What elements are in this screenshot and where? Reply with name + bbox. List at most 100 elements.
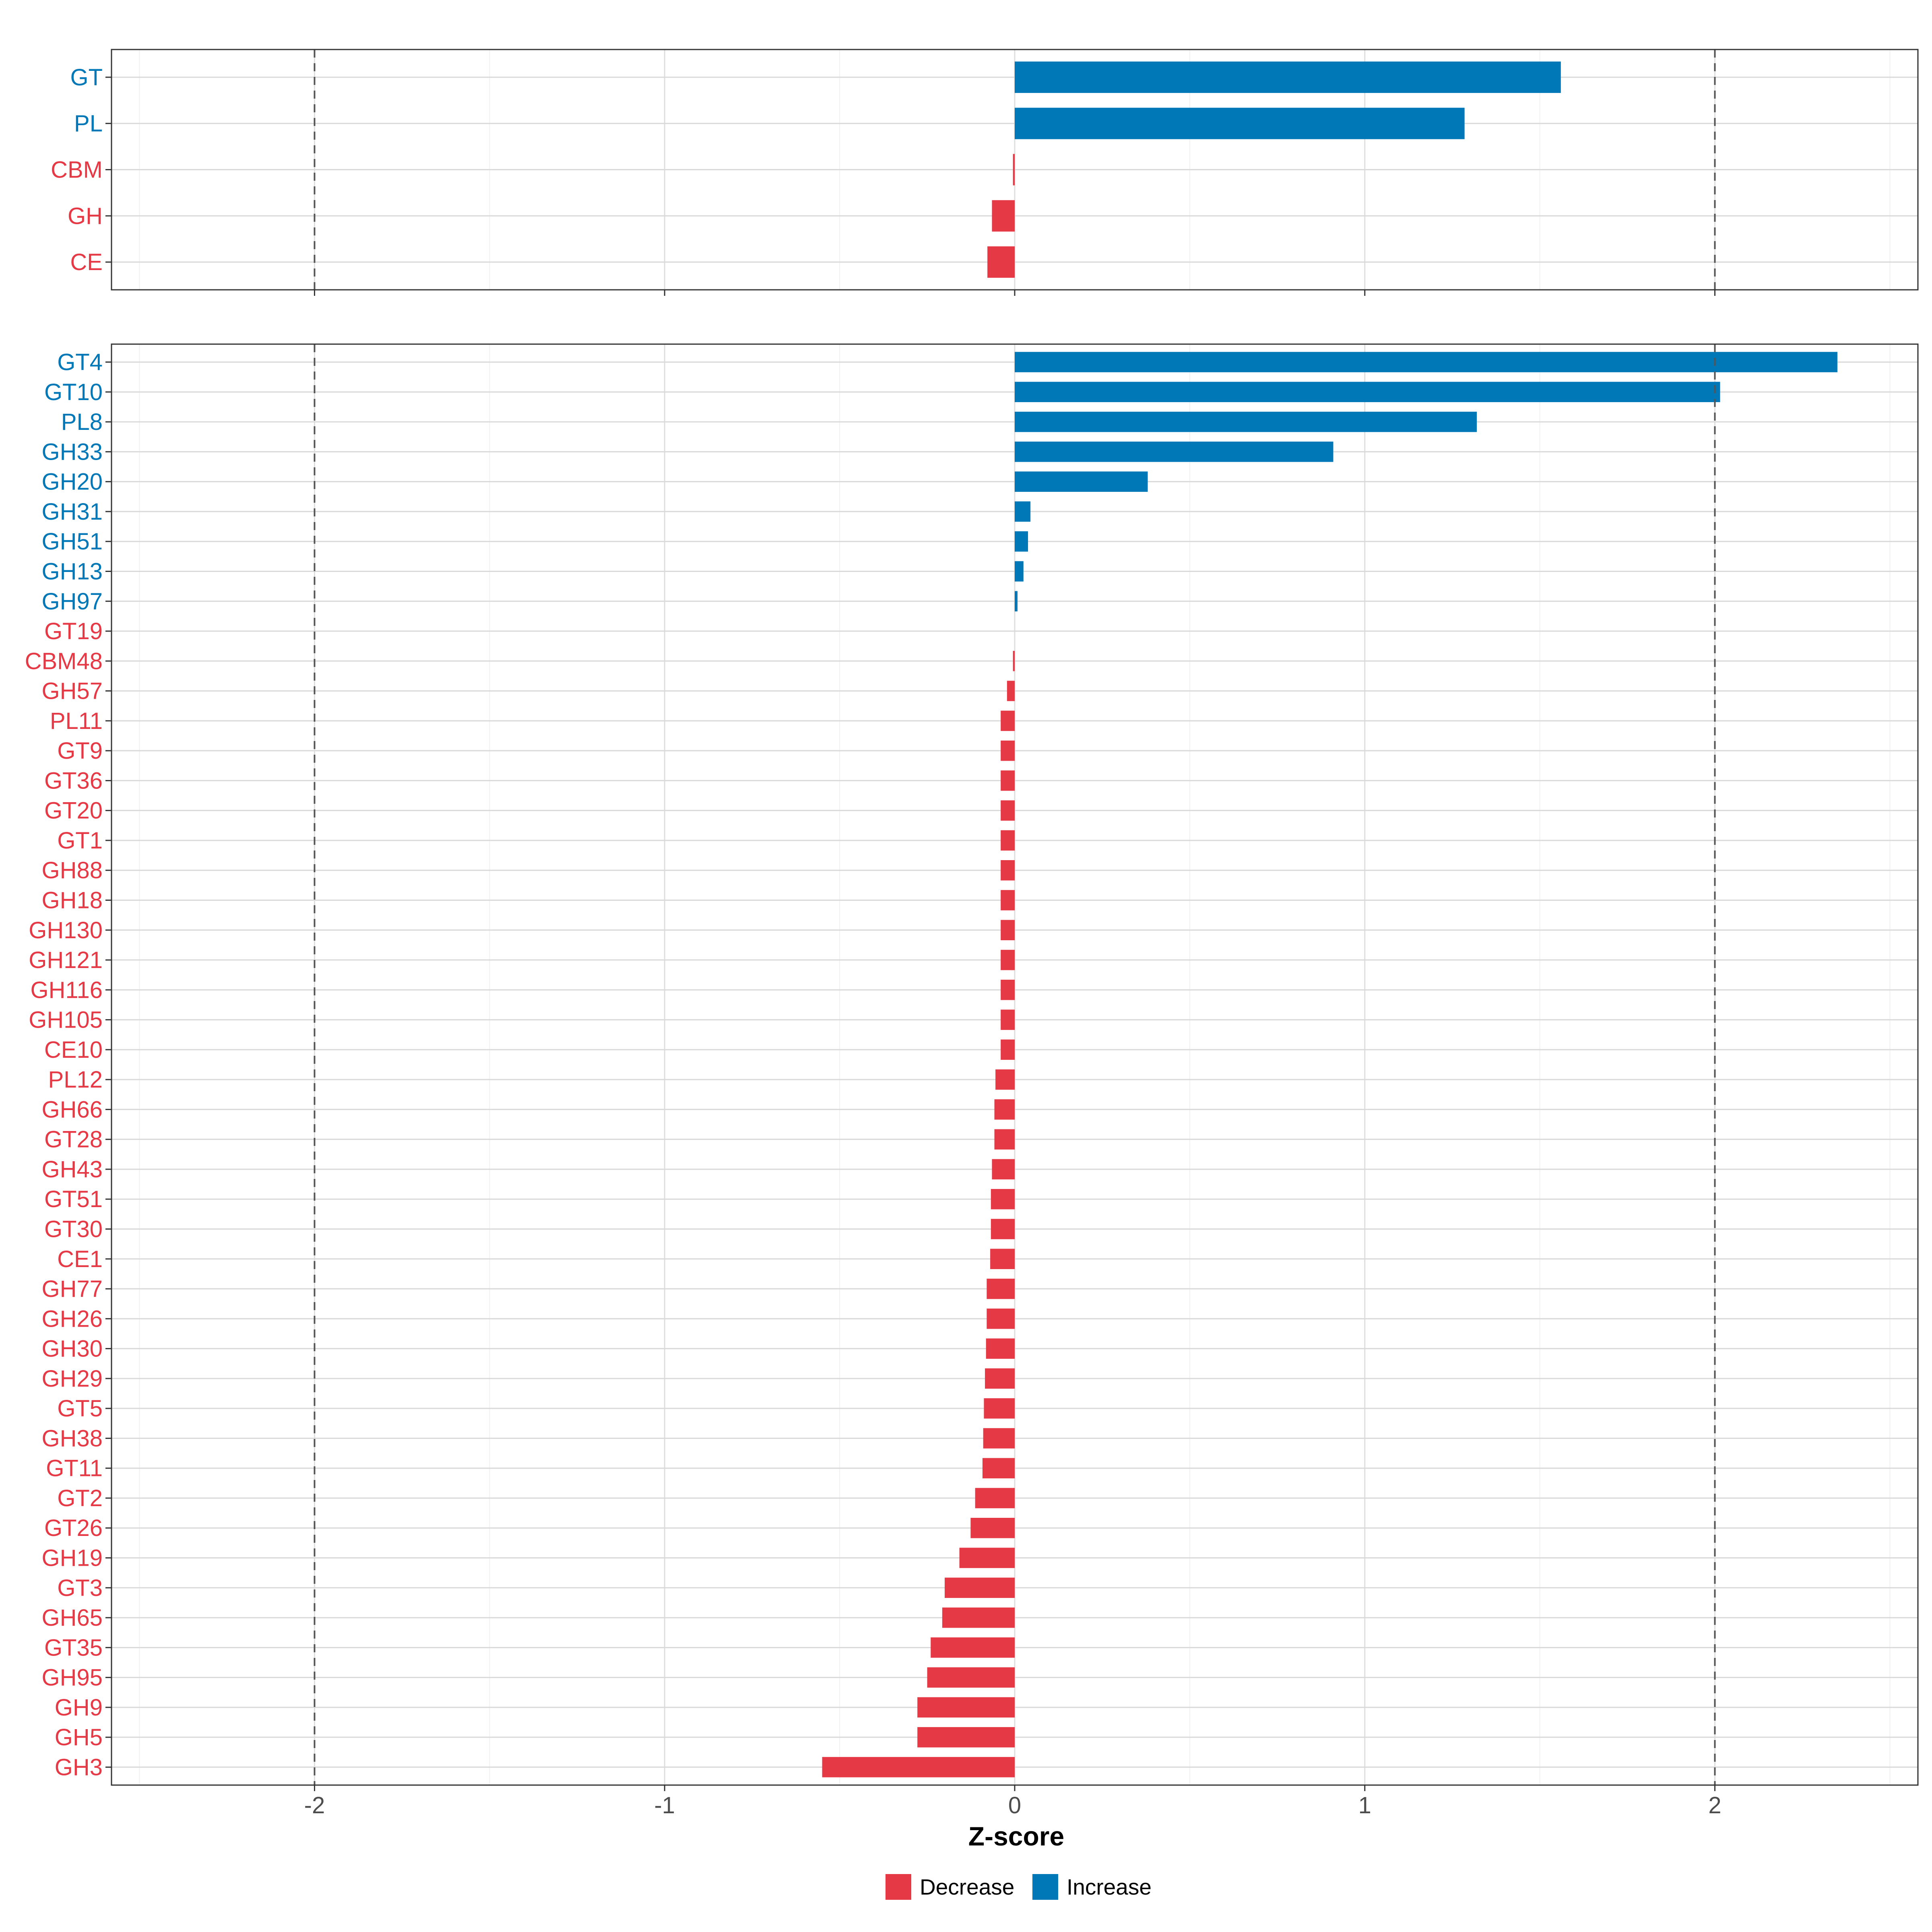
category-label-pl12: PL12 — [48, 1067, 103, 1093]
x-axis-title: Z-score — [968, 1821, 1064, 1851]
category-label-gh5: GH5 — [55, 1724, 103, 1750]
bar-gh5 — [917, 1727, 1015, 1748]
category-label-gt30: GT30 — [44, 1216, 103, 1243]
bar-gt9 — [1001, 740, 1015, 761]
category-label-gh9: GH9 — [55, 1695, 103, 1721]
bar-gh121 — [1001, 949, 1015, 970]
x-axis: -2 -1 0 1 2 — [304, 1792, 1721, 1818]
bar-gt2 — [975, 1488, 1015, 1509]
bar-gt51 — [991, 1189, 1015, 1210]
bar-gh19 — [959, 1548, 1015, 1568]
bar-pl12 — [995, 1069, 1015, 1090]
category-label-gh88: GH88 — [41, 857, 103, 883]
bar-pl — [1015, 107, 1465, 139]
category-label-gh29: GH29 — [41, 1366, 103, 1392]
category-label-gt19: GT19 — [44, 618, 103, 644]
bar-gt10 — [1015, 382, 1720, 402]
bar-gh20 — [1015, 471, 1148, 492]
bar-ce10 — [1001, 1039, 1015, 1060]
bar-gh3 — [822, 1757, 1015, 1777]
bar-gh18 — [1001, 890, 1015, 910]
bar-gt35 — [931, 1637, 1015, 1658]
bar-gt5 — [984, 1398, 1015, 1419]
legend-label-increase: Increase — [1067, 1874, 1152, 1899]
category-label-ce1: CE1 — [57, 1246, 103, 1272]
bar-gh29 — [985, 1368, 1015, 1389]
category-label-gt9: GT9 — [57, 738, 103, 764]
bar-gh66 — [994, 1099, 1015, 1120]
x-tick-label: -2 — [304, 1792, 325, 1818]
category-label-cbm: CBM — [51, 157, 103, 183]
category-label-gt36: GT36 — [44, 768, 103, 794]
category-label-gh116: GH116 — [31, 977, 103, 1003]
bar-gt1 — [1001, 830, 1015, 851]
category-label-gt: GT — [70, 64, 103, 91]
bar-cbm48 — [1013, 651, 1015, 671]
category-label-gt26: GT26 — [44, 1515, 103, 1541]
bar-gh57 — [1007, 681, 1015, 701]
category-label-pl11: PL11 — [50, 708, 103, 734]
x-tick-label: 2 — [1708, 1792, 1721, 1818]
category-label-gt28: GT28 — [44, 1127, 103, 1153]
category-label-gh3: GH3 — [55, 1754, 103, 1780]
bar-pl11 — [1001, 710, 1015, 731]
bar-gh130 — [1001, 920, 1015, 941]
bar-gh43 — [992, 1159, 1015, 1180]
bar-gh51 — [1015, 531, 1028, 552]
bar-gh33 — [1015, 442, 1333, 462]
category-label-gt51: GT51 — [44, 1186, 103, 1212]
bar-gt4 — [1015, 352, 1837, 372]
category-label-gt10: GT10 — [44, 379, 103, 405]
bar-gh95 — [927, 1667, 1015, 1688]
category-label-gt20: GT20 — [44, 798, 103, 824]
bar-gh97 — [1015, 591, 1018, 612]
category-label-ce10: CE10 — [44, 1037, 103, 1063]
x-tick-label: 1 — [1358, 1792, 1371, 1818]
bar-ce1 — [990, 1249, 1015, 1269]
bar-gh — [992, 200, 1015, 232]
bar-gt3 — [945, 1577, 1015, 1598]
bar-pl8 — [1015, 411, 1477, 432]
category-label-cbm48: CBM48 — [25, 648, 103, 674]
bar-gh88 — [1001, 860, 1015, 881]
category-label-gh121: GH121 — [29, 947, 103, 973]
category-label-gh43: GH43 — [41, 1156, 103, 1183]
bar-gh65 — [942, 1607, 1015, 1628]
bar-gh116 — [1001, 980, 1015, 1000]
category-label-gh105: GH105 — [29, 1007, 103, 1033]
category-label-gh: GH — [68, 203, 103, 229]
category-label-gt35: GT35 — [44, 1635, 103, 1661]
bar-gh13 — [1015, 561, 1024, 582]
category-label-gt2: GT2 — [57, 1485, 103, 1511]
category-label-gh33: GH33 — [41, 439, 103, 465]
x-tick-label: -1 — [654, 1792, 675, 1818]
category-label-gh20: GH20 — [41, 469, 103, 495]
category-label-gh57: GH57 — [41, 678, 103, 704]
bar-ce — [987, 246, 1015, 278]
bar-gh30 — [986, 1338, 1015, 1359]
category-label-gh26: GH26 — [41, 1306, 103, 1332]
bar-gt11 — [982, 1458, 1015, 1478]
bar-gh26 — [987, 1309, 1015, 1329]
category-label-pl: PL — [74, 111, 103, 137]
category-label-gh77: GH77 — [41, 1276, 103, 1302]
category-label-gh38: GH38 — [41, 1425, 103, 1451]
bottom-panel: GT4 GT10 PL8 GH33 GH20 GH31 GH51 GH13 GH97 GT19 CB… — [25, 343, 1919, 1791]
category-label-pl8: PL8 — [61, 409, 103, 435]
bar-gh77 — [987, 1278, 1015, 1299]
legend-swatch-decrease — [886, 1874, 911, 1900]
category-label-gh66: GH66 — [41, 1096, 103, 1123]
category-label-gt5: GT5 — [57, 1395, 103, 1422]
legend-swatch-increase — [1032, 1874, 1058, 1900]
category-label-gh95: GH95 — [41, 1665, 103, 1691]
bar-gt26 — [970, 1517, 1015, 1538]
bar-gh31 — [1015, 501, 1031, 522]
category-label-ce: CE — [70, 249, 103, 275]
bar-gt28 — [994, 1129, 1015, 1150]
category-label-gh97: GH97 — [41, 588, 103, 615]
legend-label-decrease: Decrease — [920, 1874, 1014, 1899]
category-label-gh30: GH30 — [41, 1336, 103, 1362]
bar-gt — [1015, 61, 1561, 93]
category-label-gh65: GH65 — [41, 1605, 103, 1631]
